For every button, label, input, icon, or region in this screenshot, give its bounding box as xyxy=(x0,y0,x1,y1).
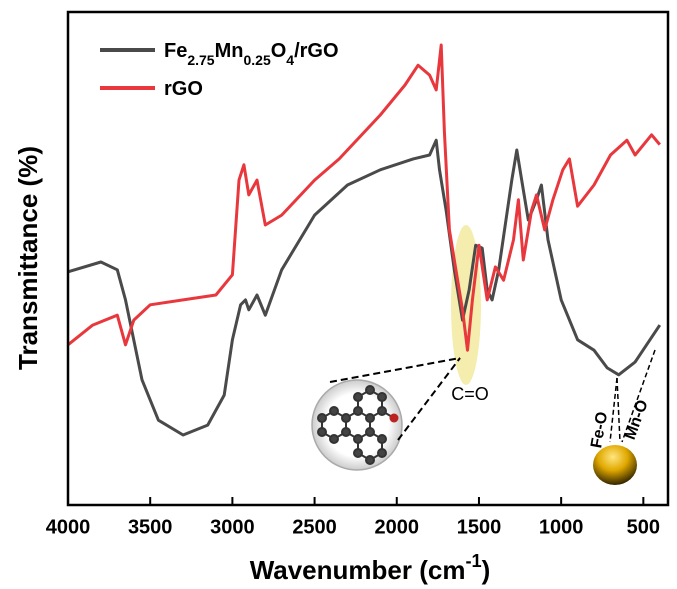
legend-label: Fe2.75Mn0.25O4/rGO xyxy=(164,40,339,68)
x-tick-label: 500 xyxy=(627,516,660,538)
annotation: Fe-O xyxy=(588,411,611,450)
x-tick-label: 3500 xyxy=(128,516,173,538)
x-tick-label: 1500 xyxy=(457,516,502,538)
legend-label: rGO xyxy=(164,78,203,100)
x-tick-label: 2000 xyxy=(375,516,420,538)
annotation: Mn-O xyxy=(622,398,652,442)
annotation: C=O xyxy=(451,384,489,404)
x-tick-label: 2500 xyxy=(292,516,337,538)
y-axis-title: Transmittance (%) xyxy=(13,146,43,370)
x-tick-label: 4000 xyxy=(46,516,91,538)
graphene-icon xyxy=(312,358,460,470)
page: Transmittance (%) 4000 3500 3000 2500 2000 15… xyxy=(0,0,677,589)
chart: Transmittance (%) 4000 3500 3000 2500 2000 15… xyxy=(0,0,677,589)
x-tick-label: 3000 xyxy=(210,516,255,538)
x-axis-title: Wavenumber (cm-1) xyxy=(250,551,491,585)
x-tick-label: 1000 xyxy=(539,516,584,538)
series-line xyxy=(68,45,660,350)
